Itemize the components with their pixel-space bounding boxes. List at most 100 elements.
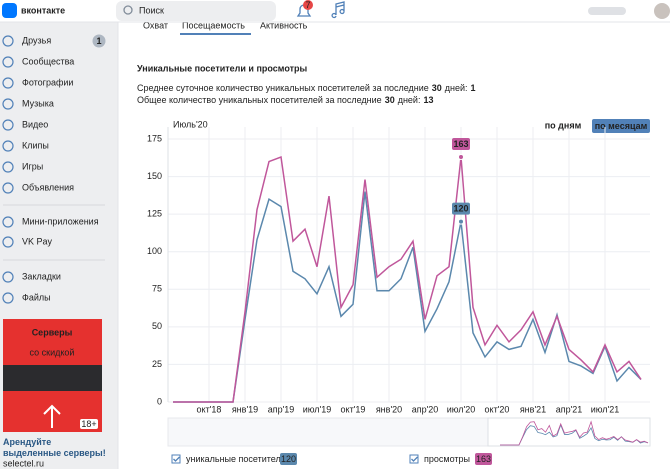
- stat-line: Общее количество уникальных посетителей …: [137, 95, 433, 105]
- tab[interactable]: Охват: [143, 20, 168, 30]
- legend-badge-bg: [280, 453, 297, 465]
- menu-icon: [2, 98, 14, 110]
- section-title: Уникальные посетители и просмотры: [137, 63, 307, 73]
- x-tick-label: окт'18: [197, 404, 222, 414]
- x-tick-label: июл'20: [447, 404, 476, 414]
- legend-check: [411, 456, 418, 462]
- button-days[interactable]: по дням: [545, 120, 582, 130]
- ad-arrow: [43, 404, 61, 428]
- menu-item[interactable]: Видео: [22, 119, 48, 129]
- header-bar: [0, 0, 670, 22]
- menu-icon: [2, 292, 14, 304]
- y-tick-label: 50: [152, 321, 162, 331]
- ad-age-bg: [80, 419, 98, 429]
- menu-icon: [2, 56, 14, 68]
- menu-item[interactable]: Сообщества: [22, 56, 74, 66]
- avatar: [654, 3, 670, 19]
- y-tick-label: 25: [152, 359, 162, 369]
- legend-badge: 120: [281, 454, 296, 464]
- menu-icon: [2, 236, 14, 248]
- menu-badge-bg: [92, 34, 106, 48]
- x-tick-label: окт'19: [341, 404, 366, 414]
- stat-value: 1: [471, 83, 476, 93]
- menu-item[interactable]: Игры: [22, 161, 43, 171]
- notify-badge: [303, 0, 313, 10]
- y-tick-label: 175: [147, 133, 162, 143]
- legend-check: [173, 456, 180, 462]
- legend-label: просмотры: [424, 454, 470, 464]
- menu-icon: [2, 119, 14, 131]
- x-tick-label: янв'20: [376, 404, 402, 414]
- menu-item[interactable]: Клипы: [22, 140, 49, 150]
- x-tick-label: апр'20: [412, 404, 439, 414]
- ad-title: Серверы: [32, 327, 73, 337]
- stat-text: дней:: [445, 83, 468, 93]
- legend-checkbox[interactable]: [171, 454, 181, 464]
- legend-badge: 163: [476, 454, 491, 464]
- navigator-line: [500, 420, 649, 446]
- menu-icon: [2, 77, 14, 89]
- menu-icon: [2, 182, 14, 194]
- x-tick-label: янв'19: [232, 404, 258, 414]
- menu-item[interactable]: Объявления: [22, 182, 74, 192]
- notify-count: 7: [305, 0, 310, 10]
- x-tick-label: апр'21: [556, 404, 583, 414]
- y-tick-label: 75: [152, 284, 162, 294]
- stat-line: Среднее суточное количество уникальных п…: [137, 83, 476, 93]
- legend-badge-bg: [475, 453, 492, 465]
- button-months-bg[interactable]: [592, 119, 650, 133]
- menu-icon: [2, 271, 14, 283]
- point-label: 120: [453, 204, 468, 214]
- ad-subtitle: со скидкой: [30, 347, 75, 357]
- user-name-blur: [588, 7, 626, 15]
- logo[interactable]: вконтакте: [21, 5, 65, 15]
- point-label-bg: [452, 202, 470, 215]
- series-line: [173, 156, 642, 403]
- stat-text: Среднее суточное количество уникальных п…: [137, 83, 429, 93]
- y-tick-label: 100: [147, 246, 162, 256]
- legend-checkbox[interactable]: [409, 454, 419, 464]
- y-tick-label: 0: [157, 396, 162, 406]
- ad-server: [3, 365, 102, 391]
- x-tick-label: янв'21: [520, 404, 546, 414]
- stat-days: 30: [432, 83, 442, 93]
- search-icon: [123, 5, 133, 15]
- menu-item[interactable]: Закладки: [22, 271, 61, 281]
- ad-age: 18+: [81, 419, 96, 429]
- ad-domain: selectel.ru: [3, 458, 44, 468]
- series-line: [173, 191, 642, 403]
- point-label-bg: [452, 138, 470, 151]
- stat-text: дней:: [398, 95, 421, 105]
- stat-text: Общее количество уникальных посетителей …: [137, 95, 382, 105]
- menu-item[interactable]: Файлы: [22, 292, 51, 302]
- stat-value: 13: [423, 95, 433, 105]
- y-tick-label: 125: [147, 209, 162, 219]
- menu-icon: [2, 140, 14, 152]
- x-tick-label: апр'19: [268, 404, 295, 414]
- menu-icon: [2, 35, 14, 47]
- x-tick-label: окт'20: [485, 404, 510, 414]
- menu-badge: 1: [96, 36, 101, 46]
- hover-label: Июль'20: [173, 119, 208, 129]
- menu-item[interactable]: Друзья: [22, 35, 51, 45]
- point-marker: [458, 154, 464, 161]
- menu-item[interactable]: Музыка: [22, 98, 54, 108]
- menu-icon: [2, 216, 14, 228]
- menu-item[interactable]: Фотографии: [22, 77, 73, 87]
- content-card: [117, 13, 670, 469]
- search-placeholder: Поиск: [139, 5, 164, 15]
- search-box[interactable]: [116, 1, 276, 21]
- x-tick-label: июл'19: [303, 404, 332, 414]
- point-marker: [458, 218, 464, 225]
- music-icon[interactable]: [331, 1, 345, 19]
- tab[interactable]: Посещаемость: [182, 20, 245, 30]
- menu-item[interactable]: Мини-приложения: [22, 216, 99, 226]
- ad-text[interactable]: Арендуйте выделенные серверы!: [3, 437, 106, 458]
- menu-item[interactable]: VK Pay: [22, 236, 53, 246]
- x-tick-label: июл'21: [591, 404, 620, 414]
- y-tick-label: 150: [147, 171, 162, 181]
- button-months[interactable]: по месяцам: [595, 121, 648, 131]
- tab[interactable]: Активность: [260, 20, 308, 30]
- logo-icon: [2, 3, 17, 18]
